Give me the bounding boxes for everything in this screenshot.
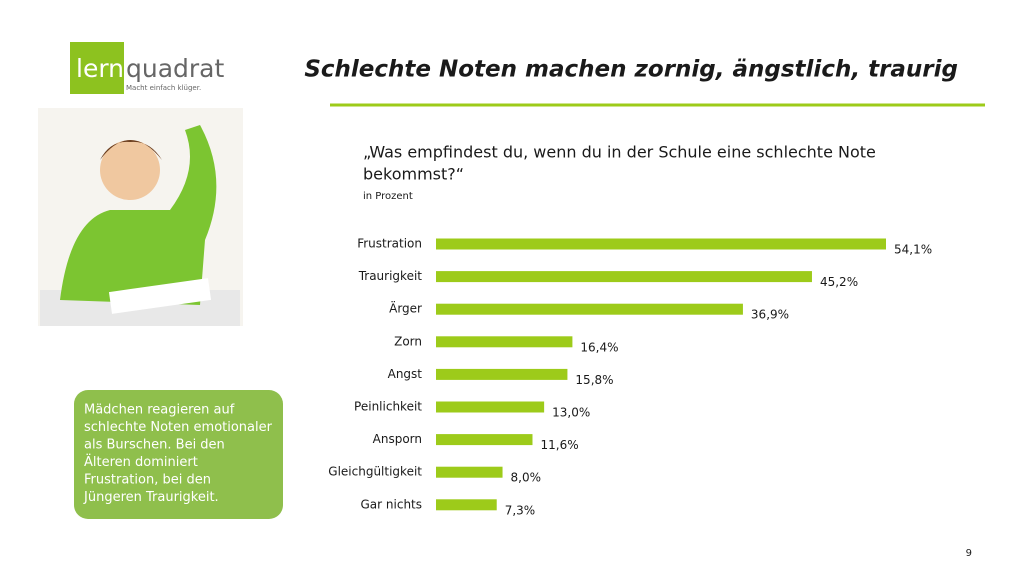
note-line: Mädchen reagieren auf [84, 403, 235, 418]
value-label: 45,2% [820, 275, 858, 289]
category-label: Angst [388, 367, 423, 381]
value-label: 16,4% [580, 340, 618, 354]
category-label: Ärger [389, 301, 422, 316]
logo-tagline: Macht einfach klüger. [126, 84, 201, 92]
category-label: Zorn [394, 334, 422, 348]
logo-text: lern [76, 54, 124, 83]
note-line: Älteren dominiert [84, 454, 198, 470]
category-label: Gleichgültigkeit [328, 465, 422, 479]
value-label: 15,8% [575, 373, 613, 387]
page-number: 9 [966, 548, 972, 559]
value-label: 54,1% [894, 243, 932, 257]
category-label: Traurigkeit [358, 269, 423, 283]
note-line: Jüngeren Traurigkeit. [83, 490, 219, 505]
value-label: 7,3% [505, 503, 536, 517]
logo-text: quadrat [126, 54, 225, 83]
value-label: 13,0% [552, 406, 590, 420]
bar [436, 368, 568, 380]
chart-title: bekommst?“ [363, 165, 464, 184]
bar [436, 238, 886, 250]
bar [436, 499, 497, 511]
bar [436, 401, 545, 413]
bar [436, 303, 743, 315]
category-label: Gar nichts [361, 497, 423, 511]
chart-subtitle: in Prozent [363, 191, 413, 202]
slide-title: Schlechte Noten machen zornig, ängstlich… [304, 57, 958, 83]
bar [436, 434, 533, 446]
bar [436, 466, 503, 478]
note-line: schlechte Noten emotionaler [84, 420, 273, 435]
bar [436, 336, 573, 348]
category-label: Peinlichkeit [354, 400, 422, 414]
photo [38, 108, 243, 326]
value-label: 36,9% [751, 308, 789, 322]
logo-box [70, 42, 124, 94]
bar [436, 271, 812, 283]
note-box [74, 390, 283, 519]
note-line: als Burschen. Bei den [84, 438, 225, 453]
note-line: Frustration, bei den [84, 473, 211, 488]
category-label: Ansporn [373, 432, 422, 446]
value-label: 8,0% [511, 471, 542, 485]
chart-title: „Was empfindest du, wenn du in der Schul… [363, 143, 876, 162]
category-label: Frustration [357, 237, 422, 251]
value-label: 11,6% [540, 438, 578, 452]
